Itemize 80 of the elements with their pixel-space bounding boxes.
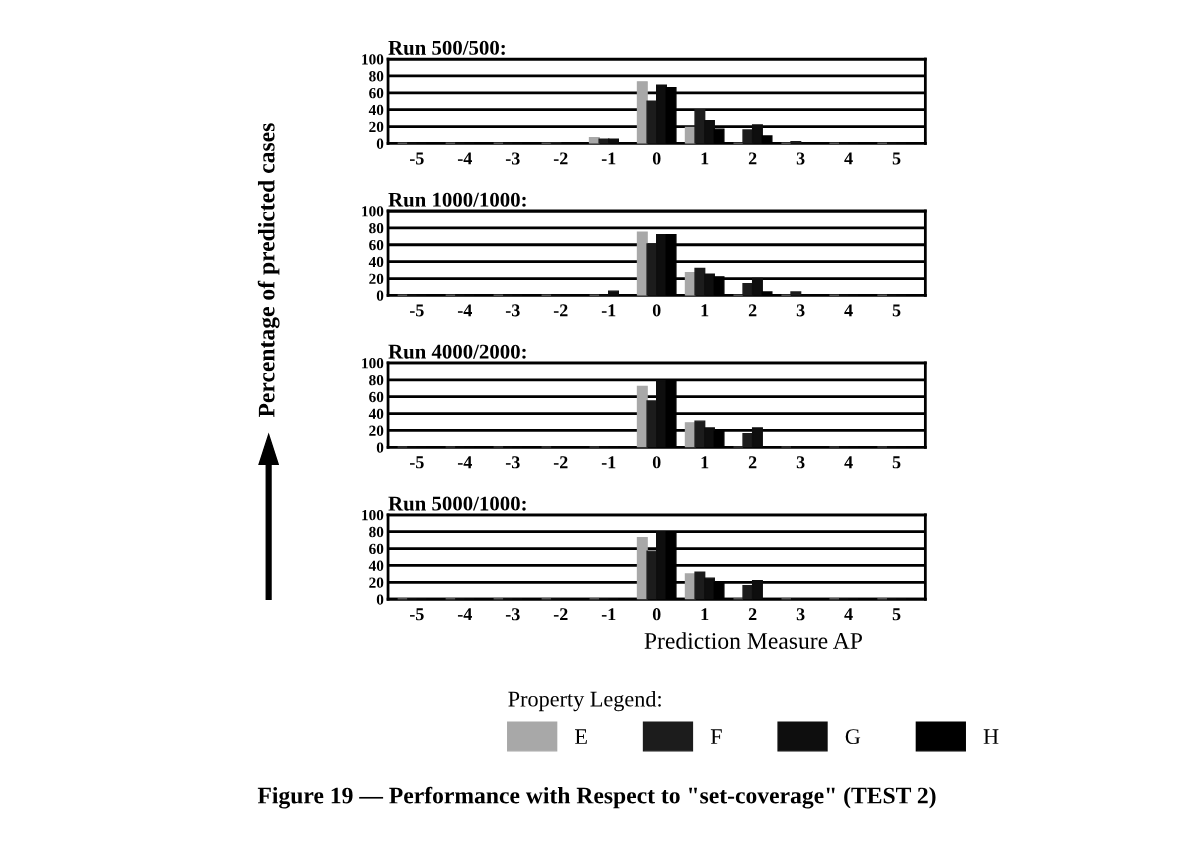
x-tick-label: -4: [457, 456, 472, 469]
x-tick-label: -5: [409, 608, 424, 621]
x-tick-label: -2: [553, 304, 568, 317]
legend-label: G: [845, 729, 861, 745]
y-tick-label: 60: [369, 87, 384, 99]
y-tick-label: 40: [368, 408, 384, 420]
x-axis-title: Prediction Measure AP: [644, 632, 862, 649]
y-tick-label: 60: [369, 391, 384, 403]
x-tick-label: -4: [457, 304, 472, 317]
x-tick-label: 1: [701, 304, 709, 317]
x-tick-label: -2: [553, 152, 568, 165]
y-tick-label: 60: [369, 239, 384, 251]
y-tick-label: 100: [362, 206, 384, 217]
y-tick-label: 40: [368, 104, 384, 116]
legend-label: H: [983, 729, 999, 744]
x-tick-label: 2: [748, 304, 757, 317]
x-tick-label: 5: [892, 608, 901, 621]
x-tick-label: -1: [601, 304, 616, 317]
y-tick-label: 20: [369, 425, 384, 436]
y-tick-label: 40: [368, 256, 384, 268]
x-tick-label: 4: [844, 152, 853, 165]
x-tick-label: -3: [505, 456, 520, 469]
x-tick-label: 0: [652, 456, 661, 469]
x-tick-label: -5: [409, 152, 424, 165]
legend-label: E: [575, 729, 587, 744]
y-tick-label: 100: [362, 54, 384, 65]
x-tick-label: 2: [748, 608, 757, 621]
x-tick-label: 1: [701, 152, 709, 165]
x-tick-label: 1: [701, 608, 709, 621]
y-tick-label: 100: [362, 509, 384, 521]
y-tick-label: 20: [369, 577, 384, 588]
legend-title: Property Legend:: [508, 690, 661, 712]
x-tick-label: -2: [553, 608, 568, 621]
x-tick-label: 3: [796, 608, 805, 621]
x-tick-label: -4: [457, 608, 472, 621]
x-tick-label: 2: [748, 456, 757, 469]
y-tick-label: 80: [369, 374, 384, 386]
x-tick-label: -5: [409, 456, 424, 469]
x-tick-label: 5: [892, 304, 901, 317]
x-tick-label: 4: [844, 304, 853, 317]
chart-title: Run 500/500:: [388, 40, 505, 55]
x-tick-label: 4: [844, 608, 853, 621]
x-tick-label: -1: [601, 608, 616, 621]
x-tick-label: 4: [844, 456, 853, 469]
y-tick-label: 0: [376, 594, 384, 605]
y-tick-label: 40: [368, 560, 384, 571]
y-tick-label: 80: [369, 223, 384, 234]
x-tick-label: 0: [652, 608, 661, 621]
y-tick-label: 100: [362, 358, 384, 369]
x-tick-label: -2: [553, 456, 568, 469]
y-tick-label: 0: [376, 290, 384, 301]
chart-title: Run 4000/2000:: [388, 344, 526, 359]
x-tick-label: -5: [409, 304, 424, 317]
x-tick-label: 5: [892, 152, 901, 165]
x-tick-label: -1: [601, 152, 616, 165]
x-tick-label: 5: [892, 456, 901, 469]
x-tick-label: 3: [796, 304, 805, 317]
x-tick-label: 2: [748, 152, 757, 165]
y-tick-label: 60: [369, 543, 384, 555]
y-tick-label: 80: [369, 71, 384, 82]
chart-title: Run 5000/1000:: [388, 496, 526, 511]
x-tick-label: 0: [652, 152, 661, 165]
x-tick-label: -4: [457, 152, 472, 165]
x-tick-label: -1: [601, 456, 616, 469]
x-tick-label: 1: [701, 456, 709, 469]
x-tick-label: -3: [505, 608, 520, 621]
x-tick-label: -3: [505, 304, 520, 317]
chart-title: Run 1000/1000:: [388, 192, 526, 207]
y-tick-label: 20: [369, 121, 384, 133]
x-tick-label: 3: [796, 152, 805, 165]
x-tick-label: -3: [505, 152, 520, 165]
y-axis-title: Percentage of predicted cases: [257, 123, 280, 418]
y-tick-label: 0: [376, 138, 384, 149]
x-tick-label: 0: [652, 304, 661, 317]
x-tick-label: 3: [796, 456, 805, 469]
legend-label: F: [710, 729, 722, 744]
y-tick-label: 0: [376, 442, 384, 453]
y-tick-label: 20: [369, 273, 384, 284]
caption: Figure 19 — Performance with Respect to "set-coverage" (TEST 2): [257, 786, 936, 809]
y-tick-label: 80: [369, 526, 384, 538]
